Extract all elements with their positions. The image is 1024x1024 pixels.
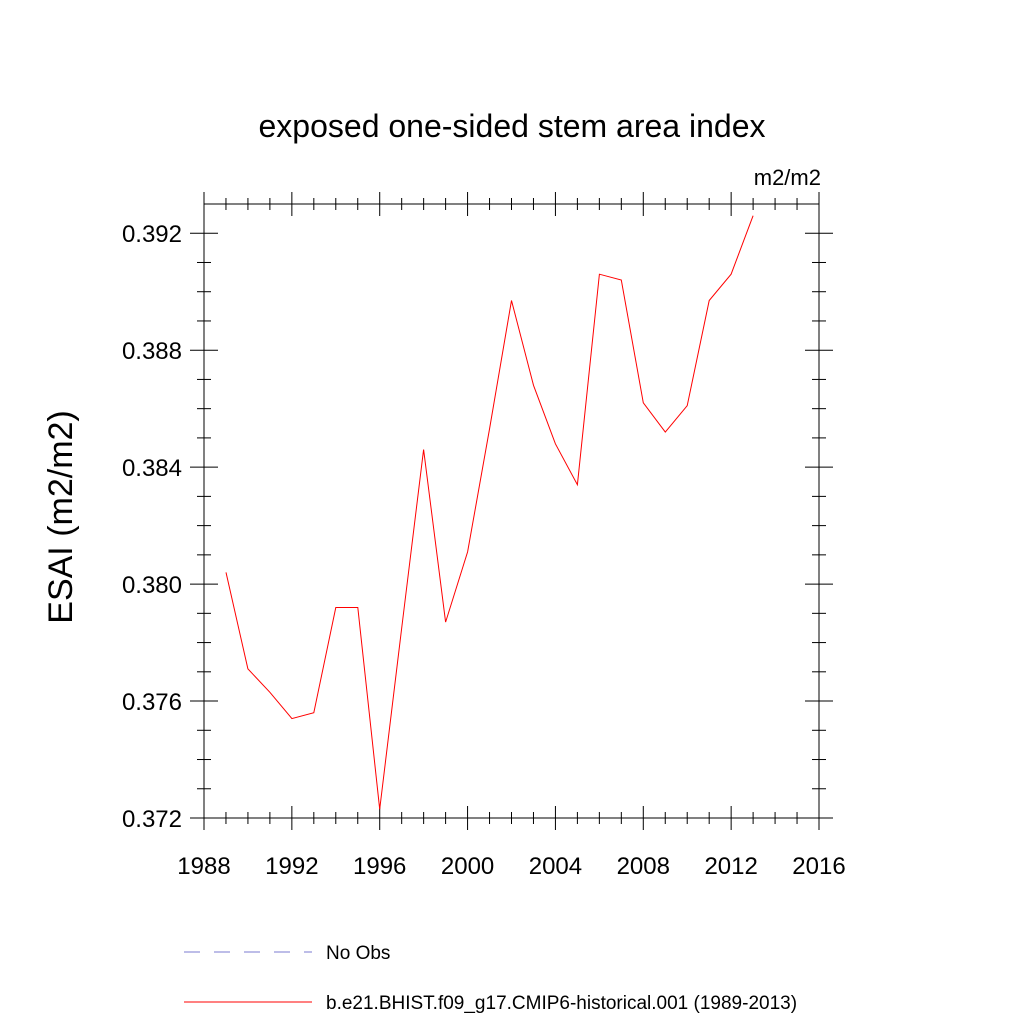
x-tick-label: 2016 <box>792 853 845 880</box>
x-tick-label: 1988 <box>177 853 230 880</box>
y-axis-label: ESAI (m2/m2) <box>42 410 80 623</box>
data-series <box>225 215 754 810</box>
y-tick-label: 0.376 <box>122 689 182 716</box>
legend: No Obs b.e21.BHIST.f09_g17.CMIP6-historic… <box>184 943 797 1014</box>
plot-frame <box>203 203 820 819</box>
x-tick-label: 2000 <box>441 853 494 880</box>
units-label: m2/m2 <box>754 165 821 190</box>
x-tick-label: 2012 <box>704 853 757 880</box>
y-tick-label: 0.380 <box>122 572 182 599</box>
y-tick-label: 0.388 <box>122 338 182 365</box>
axis-ticks: 1988 1992 1996 2000 2004 2008 2012 2016 0.372 0.3… <box>122 192 846 880</box>
x-tick-label: 2008 <box>617 853 670 880</box>
y-tick-label: 0.392 <box>122 221 182 248</box>
x-tick-label: 1992 <box>265 853 318 880</box>
legend-label: No Obs <box>326 943 390 964</box>
y-tick-label: 0.384 <box>122 455 182 482</box>
legend-label: b.e21.BHIST.f09_g17.CMIP6-historical.001… <box>326 993 797 1014</box>
x-tick-label: 2004 <box>529 853 582 880</box>
y-tick-label: 0.372 <box>122 806 182 833</box>
series-line <box>225 215 754 810</box>
x-tick-label: 1996 <box>353 853 406 880</box>
chart-title: exposed one-sided stem area index <box>259 108 766 144</box>
